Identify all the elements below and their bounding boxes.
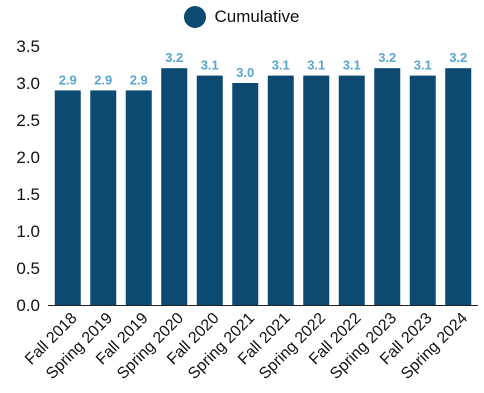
bar bbox=[303, 75, 330, 305]
data-label: 3.2 bbox=[165, 50, 183, 65]
data-label: 3.1 bbox=[272, 58, 290, 73]
bar bbox=[232, 83, 259, 305]
y-tick-label: 0.5 bbox=[16, 259, 40, 278]
data-label: 3.1 bbox=[414, 58, 432, 73]
y-tick-label: 1.0 bbox=[16, 222, 40, 241]
bar bbox=[196, 75, 223, 305]
bar bbox=[445, 68, 472, 305]
bar bbox=[374, 68, 401, 305]
data-label: 3.2 bbox=[449, 50, 467, 65]
data-label: 2.9 bbox=[130, 72, 148, 87]
y-tick-label: 2.0 bbox=[16, 148, 40, 167]
bar bbox=[267, 75, 294, 305]
bar bbox=[54, 90, 81, 306]
y-tick-label: 0.0 bbox=[16, 296, 40, 315]
bar bbox=[125, 90, 152, 306]
y-tick-label: 1.5 bbox=[16, 185, 40, 204]
legend: Cumulative bbox=[0, 5, 484, 29]
data-label: 2.9 bbox=[94, 72, 112, 87]
data-label: 3.1 bbox=[307, 58, 325, 73]
y-tick-label: 3.0 bbox=[16, 74, 40, 93]
data-label: 3.0 bbox=[236, 65, 254, 80]
y-tick-label: 2.5 bbox=[16, 111, 40, 130]
legend-swatch-cumulative bbox=[184, 6, 207, 28]
data-label: 3.1 bbox=[201, 58, 219, 73]
bar bbox=[409, 75, 436, 305]
bar bbox=[161, 68, 188, 305]
data-label: 2.9 bbox=[59, 72, 77, 87]
y-tick-label: 3.5 bbox=[16, 37, 40, 56]
data-label: 3.2 bbox=[378, 50, 396, 65]
data-label: 3.1 bbox=[343, 58, 361, 73]
bar bbox=[90, 90, 117, 306]
legend-label-cumulative: Cumulative bbox=[214, 7, 300, 26]
bar bbox=[338, 75, 365, 305]
